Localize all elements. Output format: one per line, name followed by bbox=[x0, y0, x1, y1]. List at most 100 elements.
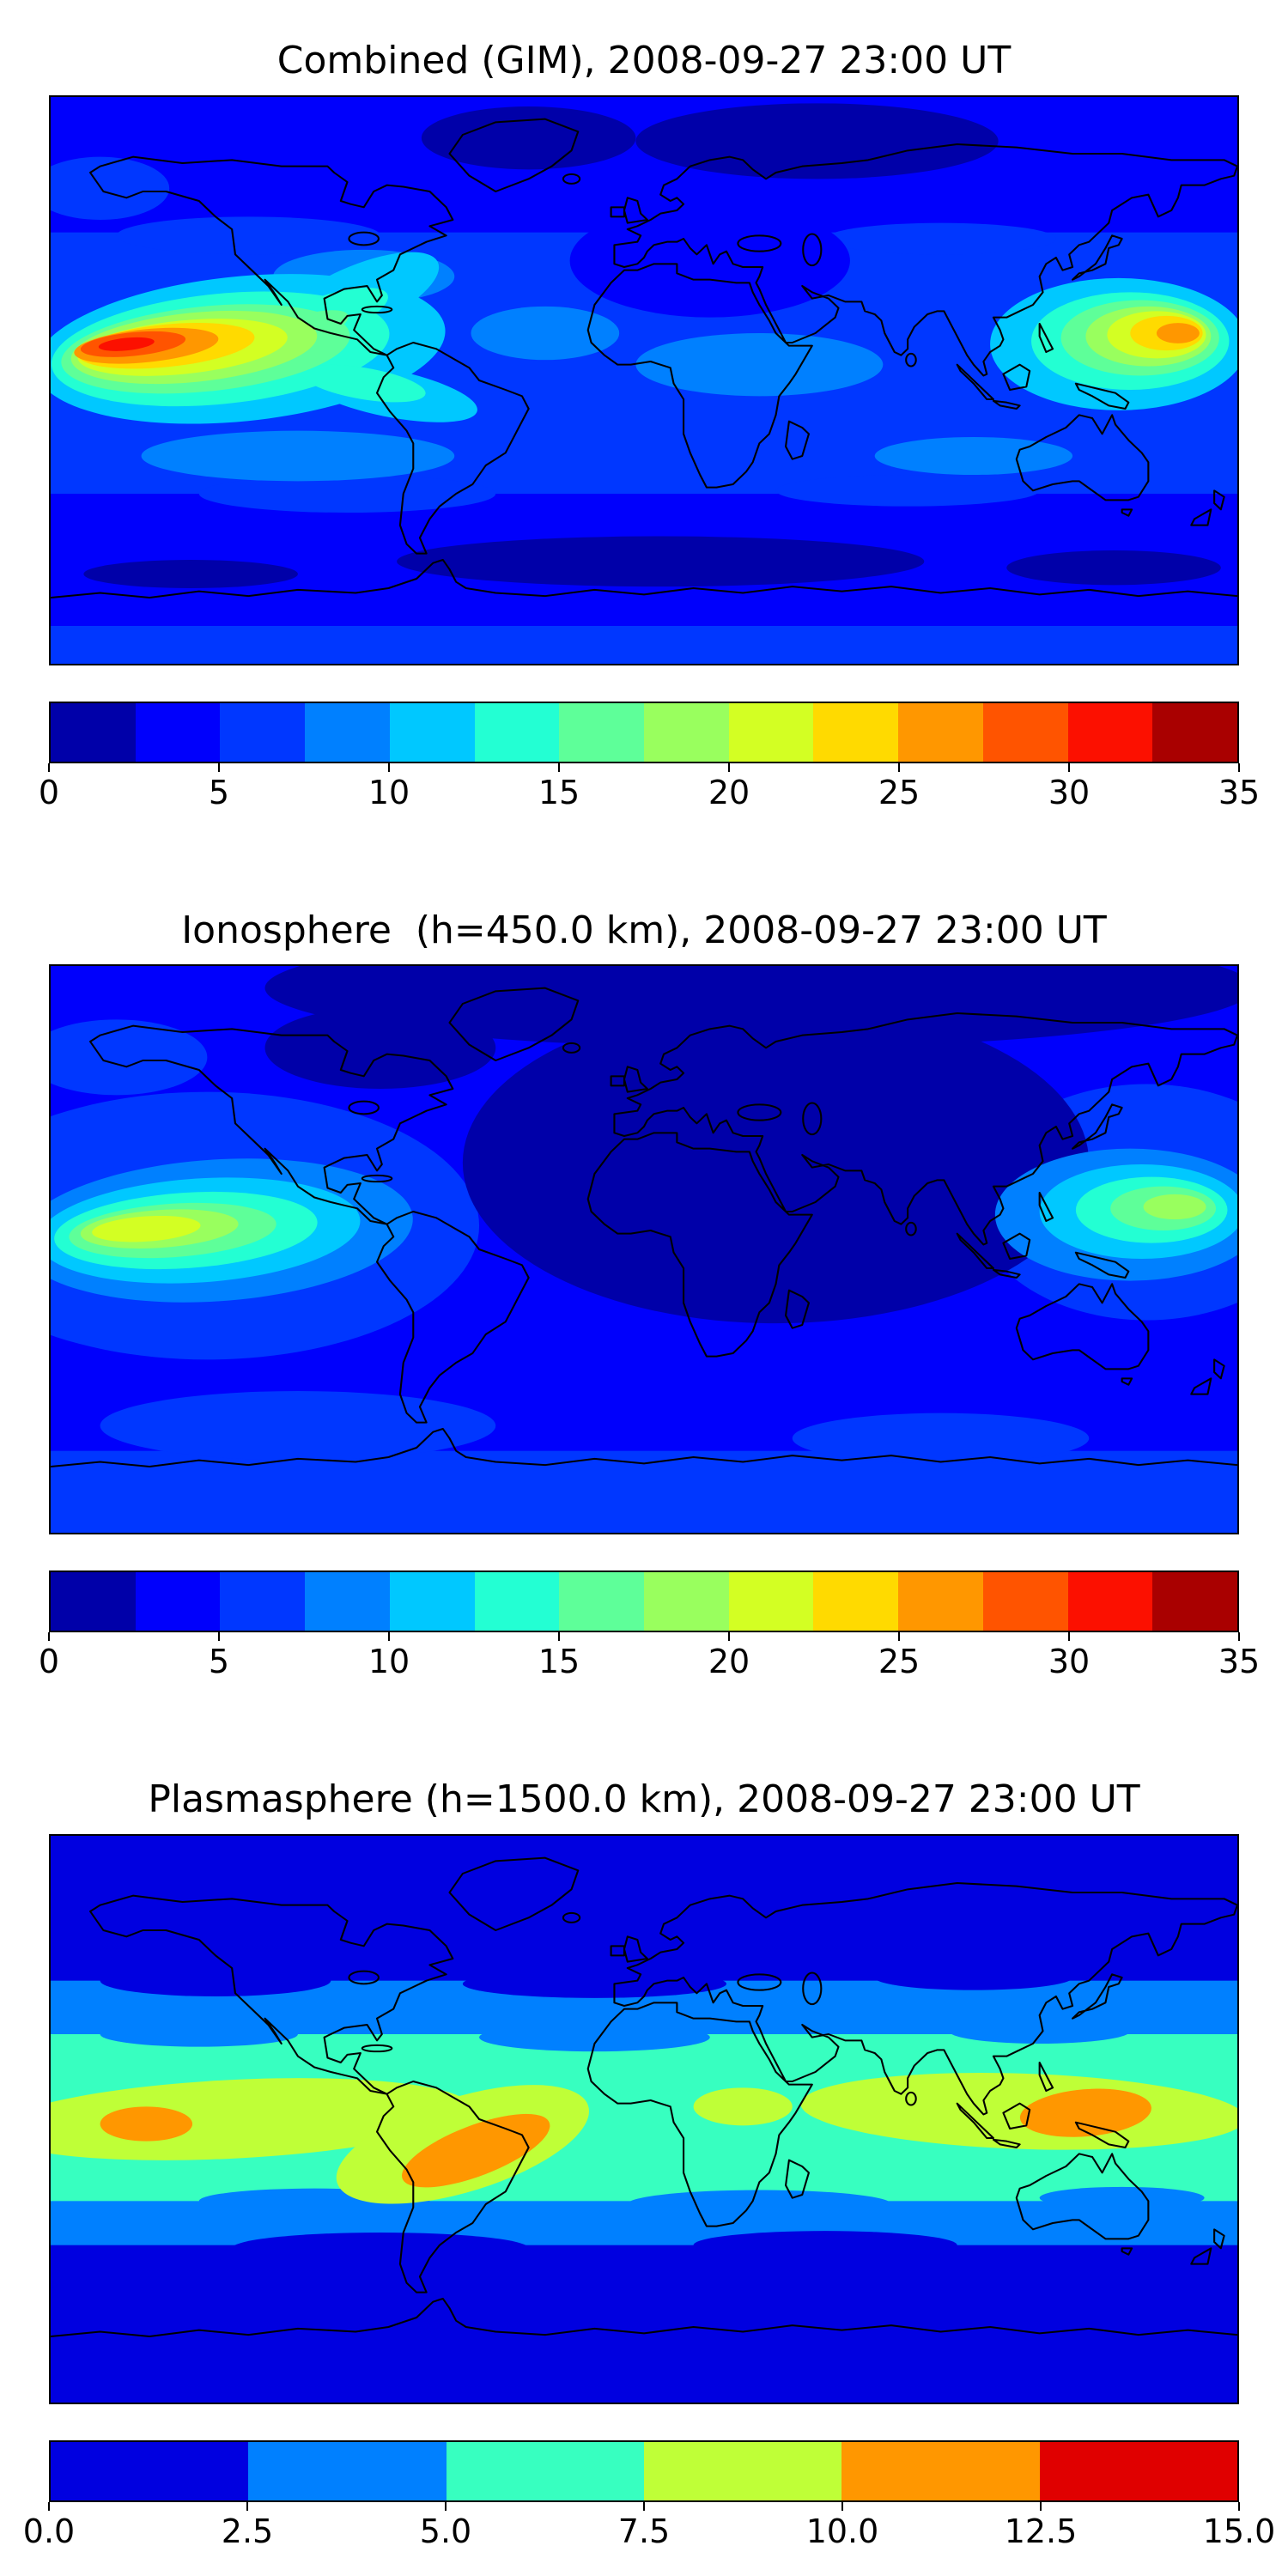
colorbar-segment bbox=[474, 702, 560, 762]
colorbar-tick-mark bbox=[1068, 762, 1070, 772]
map-ionosphere-svg bbox=[51, 966, 1237, 1534]
colorbar-segment bbox=[305, 702, 390, 762]
colorbar-ticks: 0 5 10 15 20 25 30 35 bbox=[39, 762, 1260, 813]
colorbar-tick-label: 30 bbox=[1048, 1643, 1091, 1681]
colorbar-tick-mark bbox=[1068, 1632, 1070, 1642]
colorbar-tick-label: 30 bbox=[1048, 773, 1091, 811]
panel-plasmasphere: Plasmasphere (h=1500.0 km), 2008-09-27 2… bbox=[0, 1778, 1288, 2552]
colorbar-segment bbox=[51, 702, 136, 762]
colorbar-tick-label: 15 bbox=[538, 773, 580, 811]
colorbar-bar bbox=[49, 701, 1239, 763]
colorbar-segment bbox=[982, 702, 1068, 762]
colorbar-segment bbox=[644, 1572, 729, 1631]
colorbar-segment bbox=[1039, 2441, 1237, 2500]
colorbar-tick-mark bbox=[727, 762, 730, 772]
colorbar-tick-mark bbox=[558, 1632, 560, 1642]
colorbar-segment bbox=[643, 2441, 842, 2500]
colorbar-segment bbox=[813, 1572, 899, 1631]
colorbar-tick-label: 20 bbox=[708, 773, 750, 811]
colorbar-segment bbox=[220, 702, 306, 762]
colorbar-bar bbox=[49, 1571, 1239, 1633]
colorbar-segment bbox=[1067, 1572, 1153, 1631]
colorbar-bar bbox=[49, 2439, 1239, 2502]
colorbar-segment bbox=[389, 1572, 475, 1631]
colorbar-tick-mark bbox=[217, 1632, 220, 1642]
colorbar-segment bbox=[898, 702, 983, 762]
colorbar-segment bbox=[559, 702, 645, 762]
colorbar-segment bbox=[389, 702, 475, 762]
colorbar-segment bbox=[644, 702, 729, 762]
colorbar-tick-label: 0.0 bbox=[22, 2512, 76, 2550]
colorbar-segment bbox=[728, 702, 814, 762]
contour-fills-combined bbox=[51, 96, 1237, 664]
colorbar-segment bbox=[248, 2441, 447, 2500]
map-ionosphere bbox=[49, 964, 1239, 1535]
colorbar-ionosphere: 0 5 10 15 20 25 30 35 bbox=[39, 1571, 1260, 1682]
colorbar-tick-label: 25 bbox=[878, 1643, 920, 1681]
colorbar-tick-label: 12.5 bbox=[1004, 2512, 1078, 2550]
map-combined-svg bbox=[51, 96, 1237, 664]
colorbar-segment bbox=[982, 1572, 1068, 1631]
colorbar-tick-label: 2.5 bbox=[221, 2512, 274, 2550]
colorbar-tick-mark bbox=[898, 1632, 900, 1642]
colorbar-tick-label: 15.0 bbox=[1202, 2512, 1276, 2550]
panel-combined: Combined (GIM), 2008-09-27 23:00 UT bbox=[0, 39, 1288, 813]
colorbar-tick-mark bbox=[1238, 2501, 1240, 2511]
colorbar-tick-mark bbox=[48, 762, 50, 772]
contour-fills-plasmasphere bbox=[51, 1835, 1237, 2403]
map-plasmasphere bbox=[49, 1833, 1239, 2404]
colorbar-segment bbox=[305, 1572, 390, 1631]
colorbar-tick-label: 15 bbox=[538, 1643, 580, 1681]
colorbar-segment bbox=[446, 2441, 644, 2500]
colorbar-tick-mark bbox=[48, 1632, 50, 1642]
colorbar-tick-mark bbox=[246, 2501, 248, 2511]
colorbar-tick-label: 25 bbox=[878, 773, 920, 811]
colorbar-segment bbox=[1152, 1572, 1238, 1631]
panel-title-plasmasphere: Plasmasphere (h=1500.0 km), 2008-09-27 2… bbox=[148, 1777, 1140, 1822]
map-combined bbox=[49, 94, 1239, 665]
colorbar-segment bbox=[813, 702, 899, 762]
colorbar-tick-mark bbox=[841, 2501, 843, 2511]
colorbar-tick-mark bbox=[48, 2501, 50, 2511]
colorbar-tick-label: 0 bbox=[38, 1643, 60, 1681]
panel-title-combined: Combined (GIM), 2008-09-27 23:00 UT bbox=[276, 39, 1012, 82]
colorbar-tick-label: 5.0 bbox=[419, 2512, 472, 2550]
colorbar-tick-mark bbox=[387, 1632, 390, 1642]
colorbar-tick-mark bbox=[898, 762, 900, 772]
colorbar-tick-label: 5 bbox=[208, 773, 230, 811]
colorbar-segment bbox=[1067, 702, 1153, 762]
colorbar-segment bbox=[220, 1572, 306, 1631]
colorbar-tick-mark bbox=[1238, 1632, 1240, 1642]
colorbar-tick-label: 10 bbox=[368, 773, 410, 811]
colorbar-tick-label: 10.0 bbox=[805, 2512, 879, 2550]
colorbar-segment bbox=[728, 1572, 814, 1631]
colorbar-ticks: 0 5 10 15 20 25 30 35 bbox=[39, 1632, 1260, 1682]
colorbar-tick-mark bbox=[643, 2501, 645, 2511]
colorbar-tick-mark bbox=[727, 1632, 730, 1642]
colorbar-tick-mark bbox=[217, 762, 220, 772]
colorbar-segment bbox=[474, 1572, 560, 1631]
colorbar-tick-mark bbox=[444, 2501, 447, 2511]
colorbar-combined: 0 5 10 15 20 25 30 35 bbox=[39, 701, 1260, 813]
colorbar-tick-label: 35 bbox=[1218, 773, 1261, 811]
colorbar-ticks: 0.0 2.5 5.0 7.5 10.0 12.5 15.0 bbox=[23, 2501, 1275, 2552]
panel-ionosphere: Ionosphere (h=450.0 km), 2008-09-27 23:0… bbox=[0, 908, 1288, 1683]
colorbar-segment bbox=[51, 2441, 249, 2500]
colorbar-segment bbox=[1152, 702, 1238, 762]
colorbar-tick-label: 0 bbox=[38, 773, 60, 811]
colorbar-segment bbox=[51, 1572, 136, 1631]
colorbar-tick-label: 7.5 bbox=[617, 2512, 671, 2550]
colorbar-tick-mark bbox=[387, 762, 390, 772]
map-plasmasphere-svg bbox=[51, 1835, 1237, 2403]
colorbar-tick-mark bbox=[1040, 2501, 1042, 2511]
contour-fills-ionosphere bbox=[51, 966, 1237, 1534]
colorbar-segment bbox=[135, 702, 221, 762]
colorbar-segment bbox=[898, 1572, 983, 1631]
colorbar-plasmasphere: 0.0 2.5 5.0 7.5 10.0 12.5 15.0 bbox=[23, 2439, 1275, 2552]
colorbar-tick-label: 35 bbox=[1218, 1643, 1261, 1681]
colorbar-tick-label: 10 bbox=[368, 1643, 410, 1681]
colorbar-segment bbox=[559, 1572, 645, 1631]
colorbar-segment bbox=[841, 2441, 1040, 2500]
colorbar-tick-mark bbox=[558, 762, 560, 772]
